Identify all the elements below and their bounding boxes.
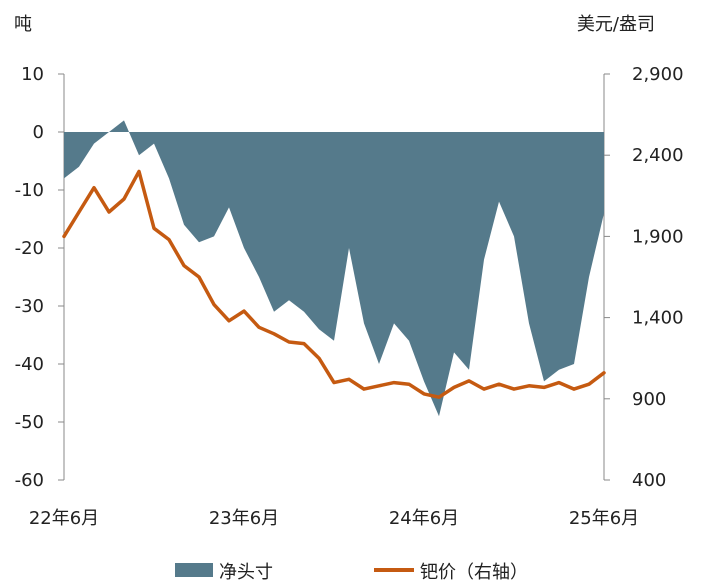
left-tick-label: -60	[15, 470, 44, 491]
left-axis-unit: 吨	[14, 14, 32, 35]
series-net-position-area	[64, 120, 604, 417]
right-tick-label: 2,400	[632, 145, 684, 166]
right-tick-label: 1,900	[632, 226, 684, 247]
legend-swatch-net-position	[175, 563, 213, 577]
left-tick-label: -50	[15, 412, 44, 433]
x-tick-label: 25年6月	[569, 508, 639, 529]
right-axis: 2,900 2,400 1,900 1,400 900 400	[603, 64, 684, 491]
left-tick-label: 0	[33, 122, 44, 143]
legend-label-palladium-price: 钯价（右轴）	[420, 562, 528, 583]
right-tick-label: 400	[632, 470, 666, 491]
right-axis-unit: 美元/盎司	[577, 14, 655, 35]
left-tick-label: -10	[15, 180, 44, 201]
left-tick-label: -30	[15, 296, 44, 317]
left-axis: 10 0 -10 -20 -30 -40 -50 -60	[15, 64, 65, 491]
right-tick-label: 2,900	[632, 64, 684, 85]
left-tick-label: -20	[15, 238, 44, 259]
left-tick-label: -40	[15, 354, 44, 375]
x-tick-label: 24年6月	[389, 508, 459, 529]
left-tick-label: 10	[21, 64, 44, 85]
plot-area	[62, 120, 606, 417]
legend-label-net-position: 净头寸	[219, 562, 273, 583]
x-axis: 22年6月 23年6月 24年6月 25年6月	[29, 508, 639, 529]
x-tick-label: 23年6月	[209, 508, 279, 529]
right-tick-label: 900	[632, 389, 666, 410]
series-palladium-price-line	[62, 169, 606, 399]
x-tick-label: 22年6月	[29, 508, 99, 529]
right-tick-label: 1,400	[632, 308, 684, 329]
legend: 净头寸 钯价（右轴）	[175, 562, 528, 583]
